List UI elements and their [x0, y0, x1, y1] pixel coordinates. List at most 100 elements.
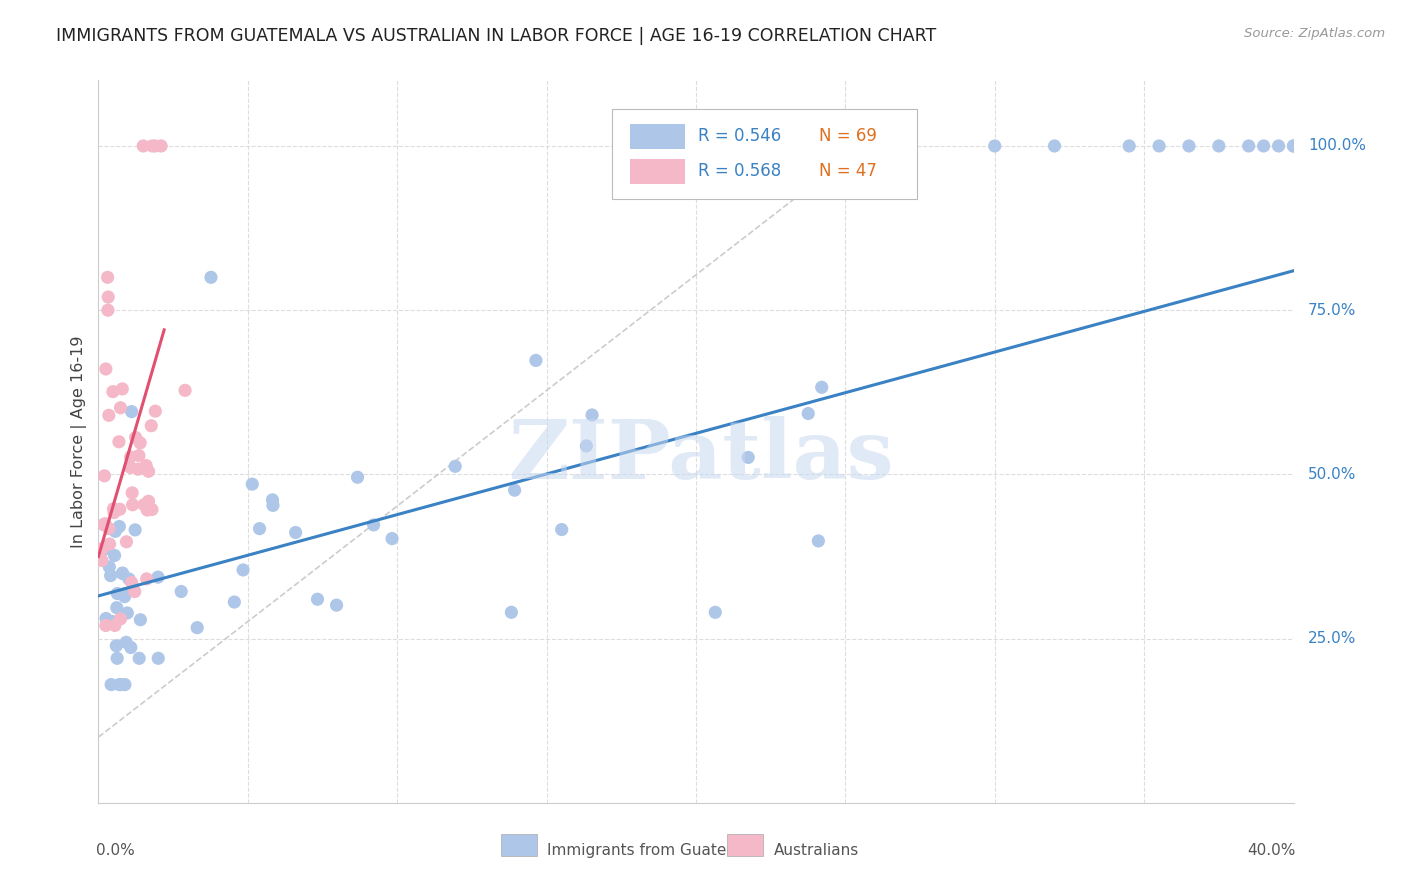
- Point: [97, 303, 120, 318]
- FancyBboxPatch shape: [630, 124, 685, 149]
- Point: [146, 570, 169, 584]
- FancyBboxPatch shape: [630, 159, 685, 184]
- Point: [94, 611, 117, 625]
- Point: [503, 483, 526, 498]
- Point: [105, 586, 128, 600]
- Point: [111, 566, 134, 580]
- Point: [112, 587, 135, 601]
- Point: [132, 498, 155, 512]
- Point: [103, 501, 125, 516]
- Point: [121, 575, 143, 590]
- Point: [94, 516, 117, 531]
- Text: N = 47: N = 47: [820, 161, 877, 179]
- Point: [118, 572, 141, 586]
- Point: [141, 502, 163, 516]
- Point: [94, 362, 117, 376]
- Point: [737, 450, 759, 465]
- Point: [98, 560, 121, 574]
- Point: [103, 506, 125, 520]
- Point: [524, 353, 547, 368]
- Point: [132, 139, 155, 153]
- Point: [128, 449, 150, 463]
- Point: [115, 534, 138, 549]
- Text: N = 69: N = 69: [820, 127, 877, 145]
- Point: [110, 677, 132, 691]
- Point: [115, 635, 138, 649]
- Text: Source: ZipAtlas.com: Source: ZipAtlas.com: [1244, 27, 1385, 40]
- Point: [797, 407, 820, 421]
- Point: [136, 503, 159, 517]
- Point: [143, 139, 166, 153]
- Point: [129, 613, 152, 627]
- Point: [262, 492, 284, 507]
- Point: [124, 430, 146, 444]
- Point: [104, 618, 127, 632]
- Point: [1178, 139, 1201, 153]
- Point: [894, 139, 917, 153]
- Point: [1043, 139, 1066, 153]
- Point: [90, 553, 112, 567]
- Point: [97, 409, 120, 423]
- Point: [110, 612, 132, 626]
- Point: [143, 404, 166, 418]
- Point: [232, 563, 254, 577]
- Point: [284, 525, 307, 540]
- Point: [138, 494, 160, 508]
- Point: [108, 519, 131, 533]
- Point: [200, 270, 222, 285]
- Point: [108, 434, 131, 449]
- Point: [240, 477, 263, 491]
- Point: [262, 499, 284, 513]
- Point: [174, 384, 197, 398]
- Point: [984, 139, 1007, 153]
- Y-axis label: In Labor Force | Age 16-19: In Labor Force | Age 16-19: [72, 335, 87, 548]
- Text: ZIPatlas: ZIPatlas: [509, 416, 894, 496]
- Point: [150, 139, 173, 153]
- Point: [120, 640, 142, 655]
- Point: [101, 615, 124, 629]
- Point: [100, 677, 122, 691]
- Point: [105, 651, 128, 665]
- Point: [363, 517, 385, 532]
- Point: [1282, 139, 1305, 153]
- Point: [224, 595, 246, 609]
- Point: [1267, 139, 1289, 153]
- Text: R = 0.568: R = 0.568: [699, 161, 782, 179]
- Point: [111, 382, 134, 396]
- Point: [98, 537, 121, 551]
- FancyBboxPatch shape: [613, 109, 917, 200]
- Point: [97, 522, 120, 536]
- Point: [807, 533, 830, 548]
- Point: [124, 584, 146, 599]
- Point: [501, 605, 523, 619]
- Point: [91, 541, 114, 556]
- FancyBboxPatch shape: [727, 834, 763, 855]
- Point: [1147, 139, 1170, 153]
- Text: 25.0%: 25.0%: [1308, 632, 1357, 646]
- Point: [1237, 139, 1260, 153]
- Point: [120, 450, 142, 464]
- Point: [121, 486, 143, 500]
- Point: [97, 290, 120, 304]
- Text: IMMIGRANTS FROM GUATEMALA VS AUSTRALIAN IN LABOR FORCE | AGE 16-19 CORRELATION C: IMMIGRANTS FROM GUATEMALA VS AUSTRALIAN …: [56, 27, 936, 45]
- Point: [117, 606, 139, 620]
- Point: [110, 401, 132, 415]
- Point: [127, 462, 149, 476]
- Point: [121, 404, 143, 418]
- Point: [111, 566, 134, 581]
- Point: [307, 592, 329, 607]
- Point: [129, 435, 152, 450]
- Point: [444, 459, 467, 474]
- Point: [575, 439, 598, 453]
- Point: [108, 677, 131, 691]
- Point: [100, 568, 122, 582]
- Point: [141, 418, 163, 433]
- Point: [93, 468, 115, 483]
- Point: [101, 384, 124, 399]
- Point: [141, 139, 163, 153]
- Point: [135, 572, 157, 586]
- Point: [94, 618, 117, 632]
- Point: [810, 380, 832, 394]
- Point: [148, 651, 170, 665]
- FancyBboxPatch shape: [501, 834, 537, 855]
